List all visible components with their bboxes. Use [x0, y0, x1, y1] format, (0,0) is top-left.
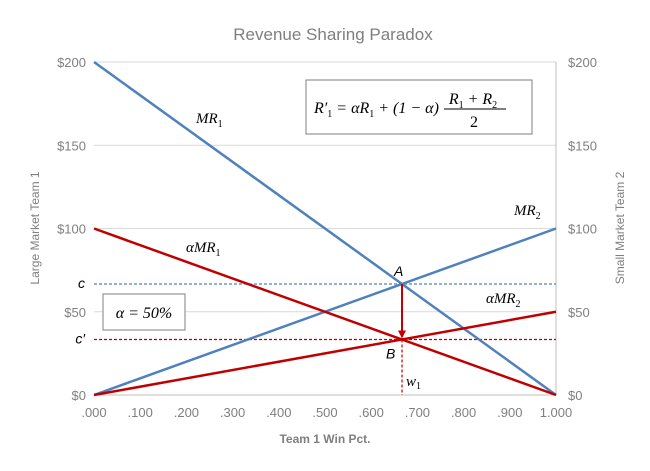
arrow-head — [398, 330, 407, 339]
label-mr2: MR2 — [513, 203, 541, 222]
y-tick-labels-left: $0 $50 $100 $150 $200 — [57, 55, 86, 403]
y-tick-label-left: $0 — [72, 388, 86, 403]
y-tick-label-left: $200 — [57, 55, 86, 70]
y-tick-label-left: $150 — [57, 138, 86, 153]
x-axis-title: Team 1 Win Pct. — [279, 432, 370, 446]
alpha-box — [102, 293, 186, 331]
series-line-alpha-mr1 — [93, 227, 557, 397]
label-alpha-mr2: αMR2 — [486, 291, 521, 310]
y-tick-label-right: $50 — [568, 305, 590, 320]
annotation-marks: AB — [386, 263, 407, 362]
x-tick-label: .500 — [312, 405, 337, 420]
y-tick-label-left: $50 — [64, 305, 86, 320]
series-line-alpha-mr2 — [93, 310, 557, 397]
series-lines — [93, 60, 557, 397]
x-tick-label: 1.000 — [540, 405, 573, 420]
y-axis-title-right: Small Market Team 2 — [613, 171, 627, 284]
formula-box — [305, 79, 533, 135]
guide-label-c-prime: c′ — [75, 331, 86, 347]
x-tick-label: .600 — [359, 405, 384, 420]
guide-label-w1: w1 — [406, 374, 421, 392]
x-tick-label: .800 — [451, 405, 476, 420]
x-tick-label: .400 — [266, 405, 291, 420]
y-tick-label-left: $100 — [57, 222, 86, 237]
y-axis-title-left: Large Market Team 1 — [28, 171, 42, 284]
series-line-mr1 — [93, 60, 557, 397]
point-label-b: B — [386, 346, 395, 362]
x-tick-label: .300 — [220, 405, 245, 420]
label-mr1: MR1 — [195, 111, 223, 130]
y-tick-label-right: $0 — [568, 388, 582, 403]
guide-label-c: c — [78, 275, 85, 291]
point-label-a: A — [393, 263, 403, 279]
x-tick-labels: .000 .100 .200 .300 .400 .500 .600 .700 .800 .900… — [81, 405, 572, 420]
y-tick-label-right: $200 — [568, 55, 597, 70]
alpha-value: α = 50% — [116, 305, 173, 322]
formula-numerator: R1 + R2 — [448, 91, 497, 111]
y-tick-label-right: $100 — [568, 222, 597, 237]
y-tick-labels-right: $0 $50 $100 $150 $200 — [568, 55, 597, 403]
chart-title: Revenue Sharing Paradox — [233, 25, 433, 44]
formula-denominator: 2 — [470, 114, 478, 131]
x-tick-label: .000 — [81, 405, 106, 420]
x-tick-label: .900 — [497, 405, 522, 420]
formula: R′1 = αR1 + (1 − α) — [313, 100, 439, 120]
y-tick-label-right: $150 — [568, 138, 597, 153]
x-tick-label: .700 — [405, 405, 430, 420]
x-tick-label: .200 — [174, 405, 199, 420]
label-alpha-mr1: αMR1 — [186, 240, 221, 259]
x-tick-label: .100 — [128, 405, 153, 420]
